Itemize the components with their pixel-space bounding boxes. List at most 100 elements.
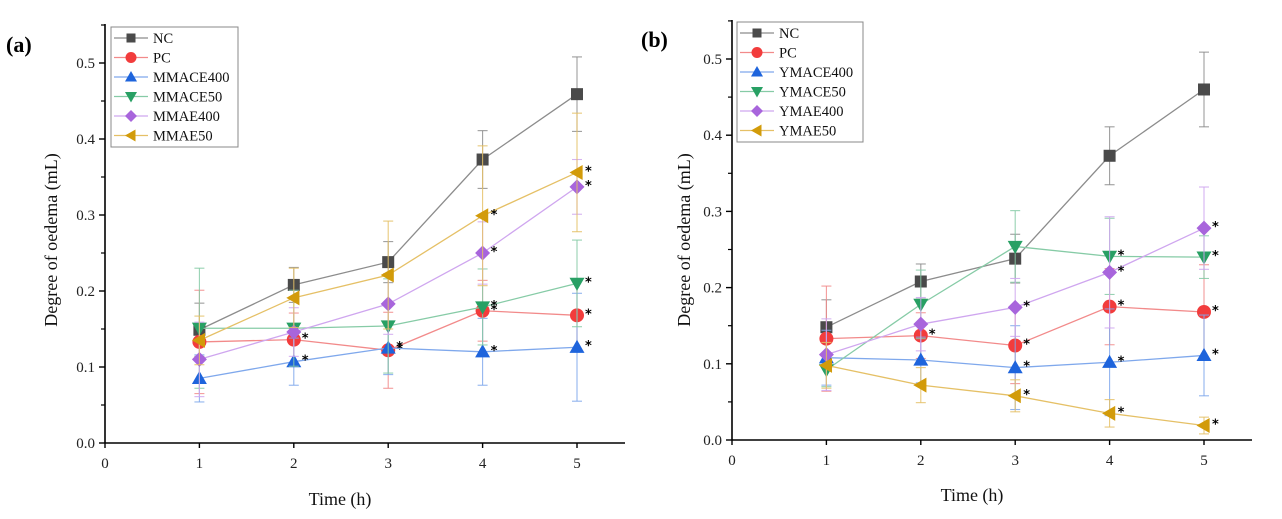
data-point <box>569 339 585 353</box>
y-axis-title: Degree of oedema (mL) <box>41 153 62 326</box>
y-tick-label: 0.3 <box>703 204 722 220</box>
y-tick-label: 0.0 <box>76 436 95 452</box>
legend-item: NC <box>114 31 173 47</box>
legend-marker <box>126 33 136 43</box>
significance-marker: * <box>396 342 403 357</box>
legend-label: PC <box>153 51 171 67</box>
legend-label: YMACE50 <box>779 85 846 101</box>
data-point <box>571 88 583 101</box>
significance-marker: * <box>1118 248 1125 263</box>
significance-marker: * <box>1212 249 1219 264</box>
legend-marker <box>752 28 762 38</box>
x-tick-label: 1 <box>196 456 204 472</box>
significance-marker: * <box>491 344 498 359</box>
significance-marker: * <box>585 275 592 290</box>
significance-marker: * <box>1118 264 1125 279</box>
legend-marker <box>125 110 137 122</box>
significance-marker: * <box>1023 338 1030 353</box>
x-tick-label: 1 <box>823 453 831 469</box>
significance-marker: * <box>491 208 498 223</box>
legend-marker <box>125 92 137 103</box>
significance-marker: * <box>302 332 309 347</box>
significance-marker: * <box>1118 299 1125 314</box>
legend-item: MMACE50 <box>114 90 222 106</box>
legend-item: YMAE400 <box>740 104 843 120</box>
y-tick-label: 0.2 <box>703 281 722 297</box>
x-tick-label: 4 <box>1106 453 1114 469</box>
data-point <box>1007 360 1023 374</box>
series-pc: * * * * <box>192 279 592 395</box>
significance-marker: * <box>302 354 309 369</box>
data-point <box>475 344 491 358</box>
legend-item: YMACE400 <box>740 65 853 81</box>
axes: 0 1 2 3 4 5 0.0 0.1 0.2 0.3 0.4 0.5 <box>703 20 1252 469</box>
data-point <box>1198 83 1210 96</box>
series-layer: *** ** * ** ******* <box>818 51 1219 435</box>
y-tick-label: 0.4 <box>76 132 95 148</box>
legend-marker <box>751 47 763 58</box>
chart-panel-b: (b) Degree of oedema (mL) Time (h) 0 1 2 3 4… <box>641 20 1252 506</box>
x-axis-title: Time (h) <box>941 485 1004 506</box>
y-tick-label: 0.0 <box>703 433 722 449</box>
x-tick-label: 0 <box>728 453 736 469</box>
significance-marker: * <box>1212 304 1219 319</box>
legend-marker <box>125 71 137 82</box>
data-point <box>191 332 206 348</box>
x-tick-label: 3 <box>384 456 392 472</box>
significance-marker: * <box>1118 354 1125 369</box>
y-tick-label: 0.1 <box>703 357 722 373</box>
data-point <box>569 164 583 180</box>
significance-marker: * <box>585 179 592 194</box>
chart-panel-a: (a) Degree of oedema (mL) Time (h) 0 1 2 3 4… <box>6 24 625 510</box>
significance-marker: * <box>1212 220 1219 235</box>
significance-marker: * <box>396 340 403 355</box>
legend-item: MMACE400 <box>114 70 230 86</box>
legend-label: MMAE400 <box>153 109 220 125</box>
legend-item: MMAE400 <box>114 109 220 125</box>
y-tick-label: 0.2 <box>76 284 95 300</box>
legend-marker <box>125 129 136 142</box>
data-point <box>1007 299 1023 315</box>
legend-item: PC <box>740 46 797 62</box>
data-point <box>818 357 833 373</box>
significance-marker: * <box>1023 299 1030 314</box>
data-point <box>1102 264 1118 280</box>
axes: 0 1 2 3 4 5 0.0 0.1 0.2 0.3 0.4 0.5 <box>76 24 625 472</box>
series-ymae400: *** <box>818 186 1219 392</box>
significance-marker: * <box>1212 418 1219 433</box>
legend-label: YMACE400 <box>779 65 853 81</box>
data-point <box>1007 240 1023 254</box>
legend-marker <box>751 124 762 137</box>
y-tick-label: 0.5 <box>76 56 95 72</box>
data-point <box>1102 354 1118 368</box>
y-tick-label: 0.4 <box>703 128 722 144</box>
significance-marker: * <box>1023 360 1030 375</box>
legend-item: NC <box>740 26 799 42</box>
x-tick-label: 2 <box>917 453 925 469</box>
significance-marker: * <box>929 328 936 343</box>
series-layer: *** *** * ******* <box>191 56 592 403</box>
x-tick-label: 5 <box>573 456 581 472</box>
data-point <box>475 301 491 315</box>
legend-marker <box>751 66 763 77</box>
legend-label: YMAE400 <box>779 104 843 120</box>
legend-label: NC <box>153 31 173 47</box>
data-point <box>913 377 927 393</box>
significance-marker: * <box>491 299 498 314</box>
data-point <box>1102 405 1116 421</box>
legend: NC PC MMACE400 MMACE50 MMAE400 MMAE50 <box>110 26 239 148</box>
legend-item: YMACE50 <box>740 85 846 101</box>
legend-marker <box>751 105 763 117</box>
data-point <box>913 316 929 332</box>
data-point <box>286 290 300 306</box>
legend-marker <box>751 87 763 98</box>
legend-label: MMACE400 <box>153 70 230 86</box>
significance-marker: * <box>1023 388 1030 403</box>
data-point <box>380 267 394 283</box>
series-ymae50: * * * <box>818 341 1219 435</box>
x-tick-label: 5 <box>1200 453 1208 469</box>
series-mmace400: * * * * <box>191 292 592 403</box>
data-point <box>1007 388 1021 404</box>
data-point <box>1196 418 1210 434</box>
